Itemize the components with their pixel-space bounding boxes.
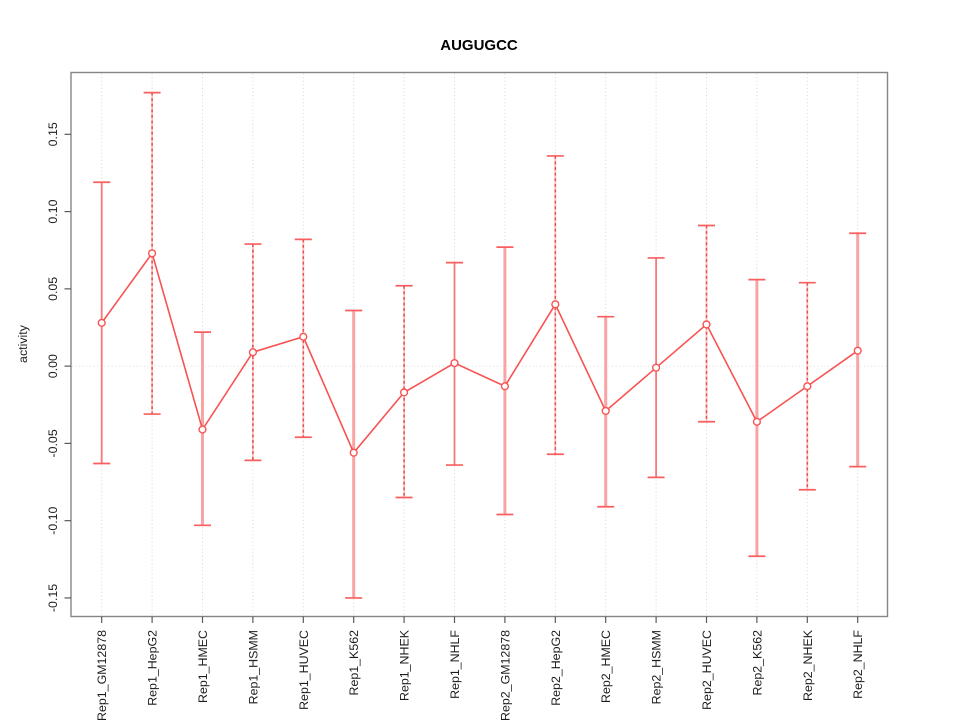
y-tick-label: 0.15 xyxy=(46,122,60,146)
data-point xyxy=(500,382,510,391)
data-point xyxy=(752,417,762,426)
x-tick-label: Rep1_HSMM xyxy=(246,630,260,704)
y-axis-title: activity xyxy=(16,324,30,363)
data-point xyxy=(803,382,812,391)
x-tick-label: Rep2_NHEK xyxy=(801,629,815,701)
x-tick-label: Rep2_HepG2 xyxy=(549,630,563,706)
y-tick-label: 0.00 xyxy=(46,354,60,378)
series-line xyxy=(101,251,859,455)
data-point xyxy=(248,348,258,357)
data-point xyxy=(551,300,560,309)
y-tick-label: -0.05 xyxy=(46,429,60,457)
x-tick-label: Rep1_HUVEC xyxy=(297,630,311,710)
x-tick-label: Rep2_HMEC xyxy=(599,630,613,703)
data-point xyxy=(299,332,308,341)
data-point xyxy=(601,406,610,416)
data-point xyxy=(702,320,711,329)
x-tick-label: Rep2_K562 xyxy=(750,630,764,696)
x-tick-label: Rep1_HepG2 xyxy=(146,630,160,706)
y-tick-label: -0.10 xyxy=(46,506,60,534)
plot-area: -0.15 -0.10 -0.05 0.00 0.05 0.10 0.15 Rep1_GM12… xyxy=(46,71,889,720)
x-tick-label: Rep1_K562 xyxy=(347,630,361,696)
x-tick-label: Rep1_NHEK xyxy=(398,629,412,701)
data-point xyxy=(198,425,207,434)
x-tick-label: Rep2_GM12878 xyxy=(498,630,512,720)
data-point xyxy=(853,346,862,355)
data-point xyxy=(97,318,106,327)
data-point xyxy=(400,388,409,397)
data-point xyxy=(651,363,661,372)
x-tick-label: Rep2_HUVEC xyxy=(700,630,714,710)
x-tick-label: Rep1_HMEC xyxy=(196,630,210,703)
data-point xyxy=(349,448,358,457)
x-tick-label: Rep2_HSMM xyxy=(650,630,664,704)
plot-border xyxy=(70,71,889,618)
data-point xyxy=(148,249,157,258)
y-tick-label: -0.15 xyxy=(46,584,60,612)
y-tick-label: 0.10 xyxy=(46,199,60,223)
y-tick-label: 0.05 xyxy=(46,277,60,301)
x-tick-label: Rep2_NHLF xyxy=(851,630,865,699)
chart-title: AUGUGCC xyxy=(440,37,518,54)
x-tick-label: Rep1_NHLF xyxy=(448,630,462,699)
x-tick-label: Rep1_GM12878 xyxy=(95,630,109,720)
data-point xyxy=(450,358,459,368)
